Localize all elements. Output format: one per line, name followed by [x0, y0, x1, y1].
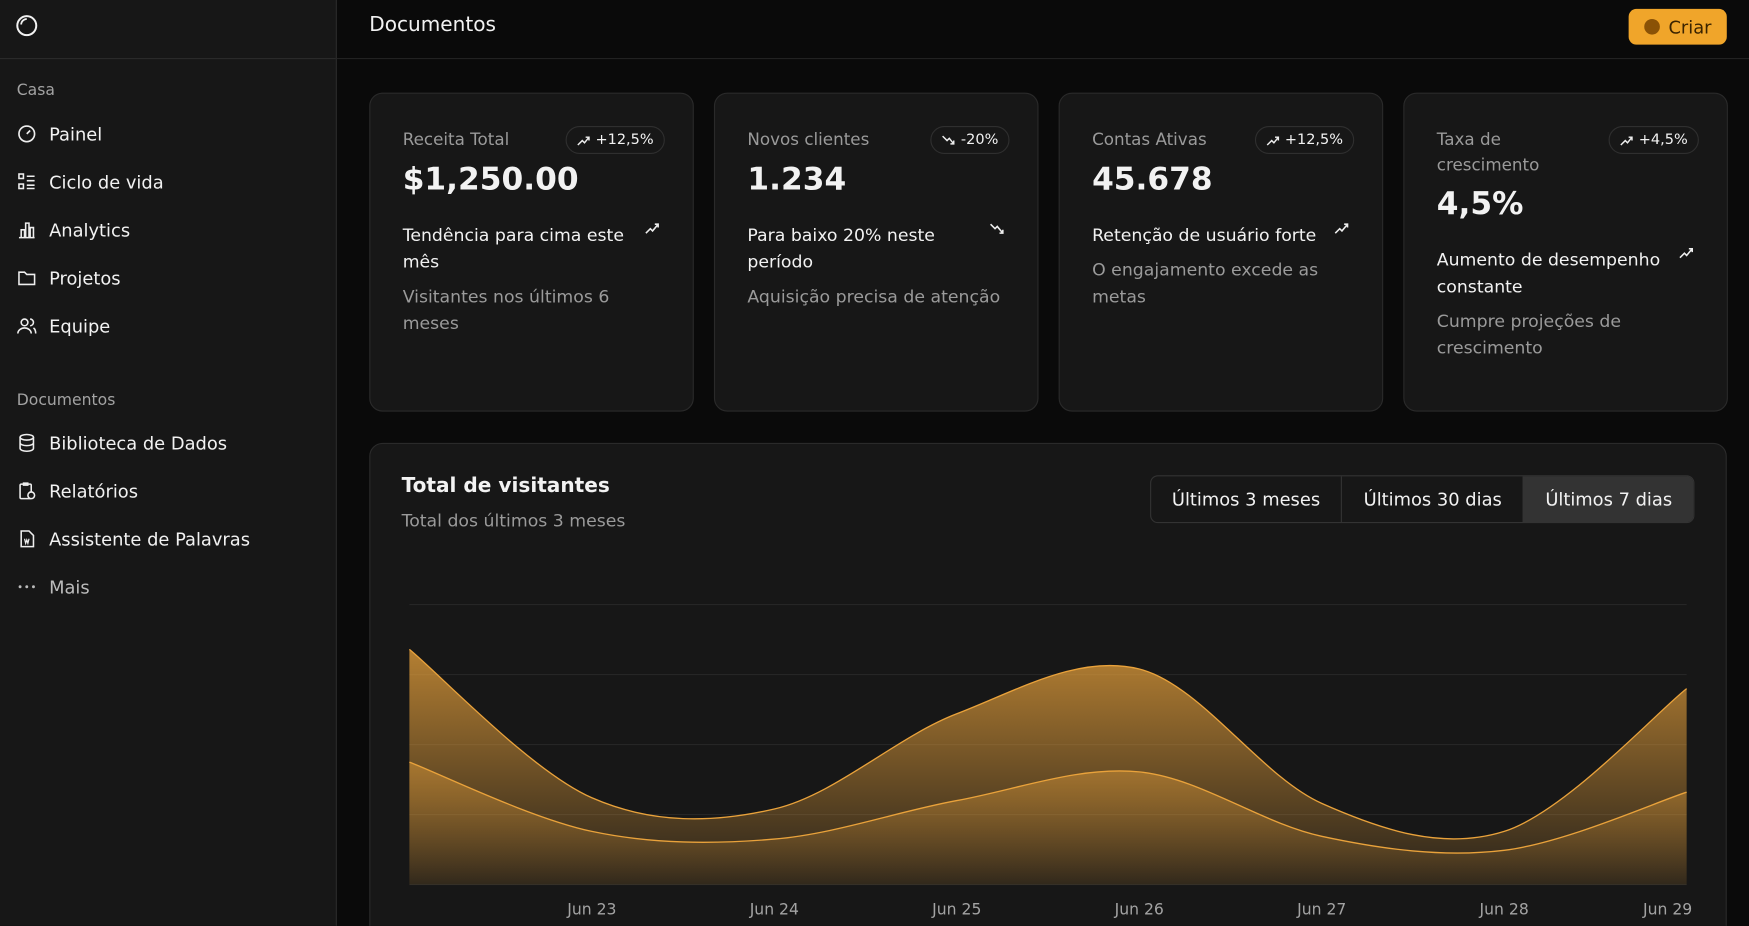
- badge: +4,5%: [1608, 126, 1699, 154]
- card-value: $1,250.00: [402, 160, 579, 198]
- badge: +12,5%: [1254, 126, 1355, 154]
- icon: [17, 318, 37, 334]
- create-button[interactable]: Criar: [1628, 8, 1727, 45]
- card-trend: Aumento de desempenho constante: [1436, 249, 1661, 297]
- nav-label: Analytics: [49, 219, 131, 241]
- chart-title: Total de visitantes: [401, 474, 610, 498]
- icon: [1679, 247, 1693, 259]
- range-option[interactable]: Últimos 3 meses: [1171, 488, 1321, 510]
- icon: [18, 585, 35, 589]
- nav-item[interactable]: Painel: [17, 120, 102, 147]
- icon: [1266, 135, 1279, 145]
- badge: +12,5%: [565, 126, 665, 154]
- nav-item[interactable]: Projetos: [17, 264, 121, 291]
- x-tick-label: Jun 29: [1642, 901, 1692, 919]
- card-label: Contas Ativas: [1092, 129, 1207, 150]
- card-description: O engajamento excede as metas: [1092, 259, 1319, 307]
- icon: [19, 482, 36, 500]
- icon: [942, 135, 955, 145]
- card-trend: Para baixo 20% neste período: [747, 225, 935, 273]
- card-description: Cumpre projeções de crescimento: [1436, 311, 1622, 359]
- nav-item[interactable]: Equipe: [17, 312, 111, 339]
- card-value: 45.678: [1092, 160, 1213, 198]
- range-option[interactable]: Últimos 30 dias: [1341, 476, 1523, 523]
- nav-label: Relatórios: [49, 480, 138, 502]
- badge: -20%: [930, 126, 1010, 154]
- range-toggle: Últimos 3 meses Últimos 30 dias Últimos …: [1149, 475, 1695, 524]
- button-label: Criar: [1668, 16, 1712, 38]
- header: Documentos Criar: [336, 0, 1749, 60]
- nav-label: Mais: [49, 576, 90, 598]
- x-tick-label: Jun 24: [749, 901, 799, 919]
- line: [409, 761, 1687, 854]
- badge-text: +12,5%: [595, 131, 654, 149]
- card-label: Taxa de crescimento: [1436, 129, 1540, 176]
- nav-item[interactable]: Ciclo de vida: [17, 168, 164, 195]
- icon: [1643, 18, 1660, 35]
- area: [409, 762, 1687, 885]
- x-tick-label: Jun 25: [931, 901, 981, 919]
- icon: [1334, 223, 1349, 234]
- nav-label: Painel: [49, 123, 103, 145]
- badge-text: +12,5%: [1284, 131, 1344, 149]
- badge-text: +4,5%: [1638, 131, 1688, 149]
- nav-label: Projetos: [49, 267, 121, 289]
- area: [409, 649, 1687, 885]
- page-title: Documentos: [369, 13, 497, 37]
- card-trend: Tendência para cima este mês: [402, 225, 624, 273]
- icon: [18, 222, 35, 239]
- nav-item[interactable]: Analytics: [17, 216, 130, 243]
- x-tick-label: Jun 28: [1479, 901, 1529, 919]
- icon: [18, 271, 36, 286]
- chart-subtitle: Total dos últimos 3 meses: [401, 510, 626, 531]
- chart: Jun 23 Jun 24 Jun 25 Jun 26 Jun 27 Jun 28 Jun …: [408, 604, 1692, 919]
- stat-card: Receita Total +12,5% $1,250.00 Tendência …: [369, 92, 694, 412]
- line: [408, 648, 1688, 840]
- nav-label: Ciclo de vida: [49, 171, 164, 193]
- icon: [1620, 135, 1633, 145]
- card-description: Aquisição precisa de atenção: [747, 286, 1001, 307]
- group-title: Documentos: [16, 391, 116, 410]
- divider: [0, 58, 336, 60]
- icon: [990, 223, 1004, 234]
- logo: [16, 15, 38, 37]
- card-label: Receita Total: [402, 129, 510, 150]
- x-tick-label: Jun 27: [1296, 901, 1346, 919]
- range-option[interactable]: Últimos 7 dias: [1523, 476, 1694, 523]
- stat-card: Taxa de crescimento +4,5% 4,5% Aumento de…: [1403, 92, 1728, 412]
- nav-label: Assistente de Palavras: [49, 528, 251, 550]
- nav-item[interactable]: Assistente de Palavras: [17, 525, 250, 552]
- nav-label: Equipe: [49, 315, 111, 337]
- icon: [577, 135, 590, 145]
- sidebar: Casa Painel Ciclo de vida Analytics Proj…: [0, 0, 337, 926]
- card-trend: Retenção de usuário forte: [1092, 225, 1317, 246]
- x-tick-label: Jun 23: [566, 901, 616, 919]
- card-description: Visitantes nos últimos 6 meses: [402, 286, 610, 334]
- group-title: Casa: [16, 81, 55, 100]
- icon: [20, 530, 35, 548]
- card-label: Novos clientes: [747, 129, 870, 150]
- card-value: 4,5%: [1436, 185, 1524, 222]
- icon: [18, 125, 36, 143]
- stat-card: Contas Ativas +12,5% 45.678 Retenção de u…: [1058, 92, 1384, 412]
- icon: [645, 223, 659, 234]
- nav-label: Biblioteca de Dados: [49, 432, 228, 454]
- badge-text: -20%: [960, 131, 999, 149]
- x-tick-label: Jun 26: [1114, 901, 1164, 919]
- stat-card: Novos clientes -20% 1.234 Para baixo 20% …: [713, 92, 1039, 412]
- card-value: 1.234: [747, 160, 847, 198]
- icon: [19, 433, 35, 453]
- nav-item[interactable]: Mais: [17, 573, 90, 600]
- nav-item[interactable]: Biblioteca de Dados: [17, 429, 227, 456]
- nav-item[interactable]: Relatórios: [17, 477, 138, 504]
- icon: [18, 173, 35, 190]
